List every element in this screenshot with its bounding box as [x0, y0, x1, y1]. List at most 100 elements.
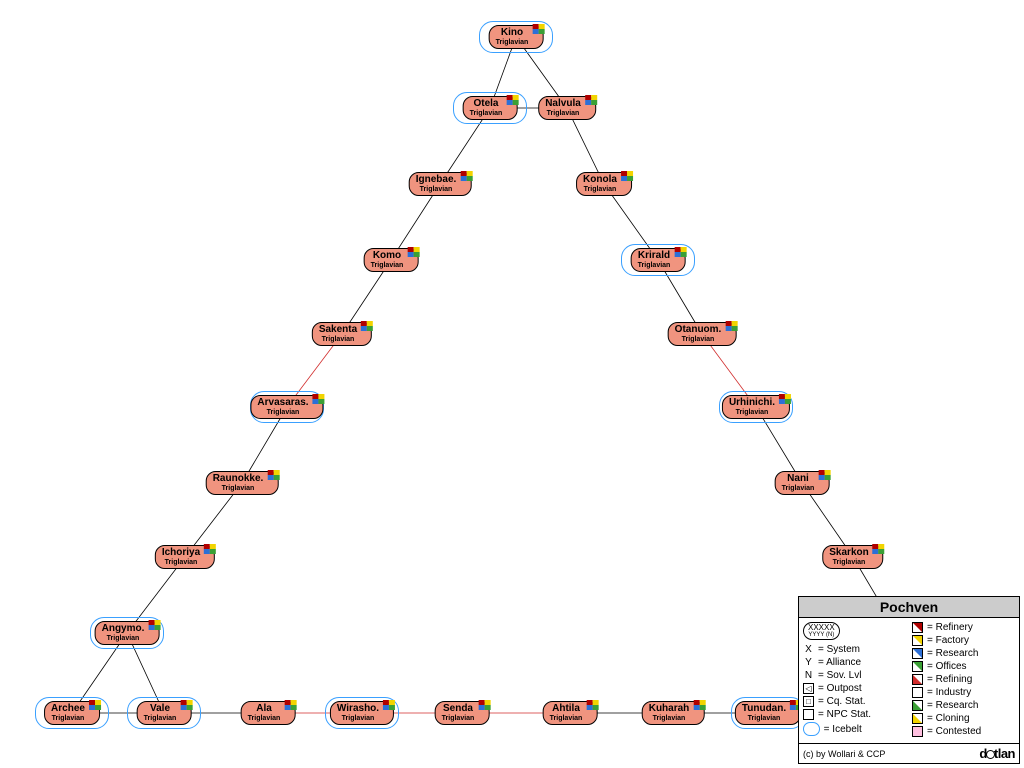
legend-row: = Refining: [912, 674, 1015, 685]
legend-body: XXXXXYYYY (N) X= System Y= Alliance N= Sov.…: [799, 618, 1019, 743]
station-flag-icon: [725, 321, 737, 331]
legend-row: = Offices: [912, 661, 1015, 672]
legend-row: N= Sov. Lvl: [803, 670, 906, 681]
system-node-arvasaras[interactable]: Arvasaras.Triglavian: [250, 395, 323, 419]
system-sublabel: Triglavian: [442, 715, 475, 722]
system-node-kino[interactable]: KinoTriglavian: [489, 25, 544, 49]
legend-sample-node: XXXXXYYYY (N): [803, 622, 840, 640]
legend-row: ◁= Outpost: [803, 683, 906, 694]
system-sublabel: Triglavian: [470, 110, 503, 117]
system-label: Konola: [583, 175, 617, 185]
system-node-otanuom[interactable]: Otanuom.Triglavian: [668, 322, 737, 346]
system-node-ala[interactable]: AlaTriglavian: [241, 701, 296, 725]
system-label: Angymo.: [102, 624, 145, 634]
system-sublabel: Triglavian: [545, 110, 581, 117]
system-label: Komo: [371, 251, 404, 261]
system-node-krirald[interactable]: KriraldTriglavian: [631, 248, 686, 272]
system-sublabel: Triglavian: [213, 485, 264, 492]
legend-right-col: = Refinery= Factory= Research= Offices= …: [912, 622, 1015, 739]
system-label: Otanuom.: [675, 325, 722, 335]
system-node-wirasho[interactable]: Wirasho.Triglavian: [330, 701, 394, 725]
system-label: Wirasho.: [337, 704, 379, 714]
system-sublabel: Triglavian: [649, 715, 690, 722]
system-sublabel: Triglavian: [371, 262, 404, 269]
station-flag-icon: [148, 620, 160, 630]
system-node-kuharah[interactable]: KuharahTriglavian: [642, 701, 705, 725]
station-flag-icon: [818, 470, 830, 480]
system-label: Skarkon: [829, 548, 868, 558]
legend-title: Pochven: [799, 597, 1019, 618]
system-node-nani[interactable]: NaniTriglavian: [775, 471, 830, 495]
system-label: Urhinichi.: [729, 398, 775, 408]
system-node-ignebae[interactable]: Ignebae.Triglavian: [409, 172, 472, 196]
system-sublabel: Triglavian: [319, 336, 357, 343]
system-node-vale[interactable]: ValeTriglavian: [137, 701, 192, 725]
system-sublabel: Triglavian: [729, 409, 775, 416]
system-label: Nani: [782, 474, 815, 484]
system-label: Kuharah: [649, 704, 690, 714]
system-node-urhinichi[interactable]: Urhinichi.Triglavian: [722, 395, 790, 419]
system-label: Senda: [442, 704, 475, 714]
system-node-ahtila[interactable]: AhtilaTriglavian: [543, 701, 598, 725]
system-node-otela[interactable]: OtelaTriglavian: [463, 96, 518, 120]
system-node-tunudan[interactable]: Tunudan.Triglavian: [735, 701, 801, 725]
station-flag-icon: [506, 95, 518, 105]
system-sublabel: Triglavian: [248, 715, 281, 722]
legend-row: Y= Alliance: [803, 657, 906, 668]
legend-row: = Industry: [912, 687, 1015, 698]
system-node-senda[interactable]: SendaTriglavian: [435, 701, 490, 725]
station-flag-icon: [89, 700, 101, 710]
dotlan-logo: dtlan: [979, 746, 1015, 761]
station-flag-icon: [204, 544, 216, 554]
system-label: Tunudan.: [742, 704, 786, 714]
station-flag-icon: [478, 700, 490, 710]
system-node-skarkon[interactable]: SkarkonTriglavian: [822, 545, 883, 569]
system-node-komo[interactable]: KomoTriglavian: [364, 248, 419, 272]
legend-row: = Research: [912, 700, 1015, 711]
legend-row: □= Cq. Stat.: [803, 696, 906, 707]
system-sublabel: Triglavian: [51, 715, 85, 722]
station-flag-icon: [407, 247, 419, 257]
station-flag-icon: [267, 470, 279, 480]
system-label: Ignebae.: [416, 175, 457, 185]
system-label: Ala: [248, 704, 281, 714]
system-node-raunokke[interactable]: Raunokke.Triglavian: [206, 471, 279, 495]
system-node-ichoriya[interactable]: IchoriyaTriglavian: [155, 545, 215, 569]
system-node-angymo[interactable]: Angymo.Triglavian: [95, 621, 160, 645]
system-label: Arvasaras.: [257, 398, 308, 408]
system-label: Ichoriya: [162, 548, 200, 558]
station-flag-icon: [873, 544, 885, 554]
system-node-sakenta[interactable]: SakentaTriglavian: [312, 322, 372, 346]
legend-row: = Research: [912, 648, 1015, 659]
system-sublabel: Triglavian: [162, 559, 200, 566]
system-label: Otela: [470, 99, 503, 109]
station-flag-icon: [284, 700, 296, 710]
station-flag-icon: [585, 95, 597, 105]
system-label: Krirald: [638, 251, 671, 261]
system-sublabel: Triglavian: [829, 559, 868, 566]
system-label: Ahtila: [550, 704, 583, 714]
system-sublabel: Triglavian: [742, 715, 786, 722]
station-flag-icon: [621, 171, 633, 181]
system-node-konola[interactable]: KonolaTriglavian: [576, 172, 632, 196]
station-flag-icon: [313, 394, 325, 404]
system-label: Vale: [144, 704, 177, 714]
system-sublabel: Triglavian: [583, 186, 617, 193]
station-flag-icon: [383, 700, 395, 710]
system-node-archee[interactable]: ArcheeTriglavian: [44, 701, 100, 725]
legend-row: = Cloning: [912, 713, 1015, 724]
system-sublabel: Triglavian: [550, 715, 583, 722]
system-sublabel: Triglavian: [638, 262, 671, 269]
legend-row: X= System: [803, 644, 906, 655]
system-sublabel: Triglavian: [144, 715, 177, 722]
legend-row: = NPC Stat.: [803, 709, 906, 720]
system-label: Raunokke.: [213, 474, 264, 484]
legend-row: = Factory: [912, 635, 1015, 646]
station-flag-icon: [693, 700, 705, 710]
system-node-nalvula[interactable]: NalvulaTriglavian: [538, 96, 596, 120]
station-flag-icon: [674, 247, 686, 257]
system-sublabel: Triglavian: [102, 635, 145, 642]
copyright-text: (c) by Wollari & CCP: [803, 749, 885, 759]
system-sublabel: Triglavian: [337, 715, 379, 722]
station-flag-icon: [361, 321, 373, 331]
